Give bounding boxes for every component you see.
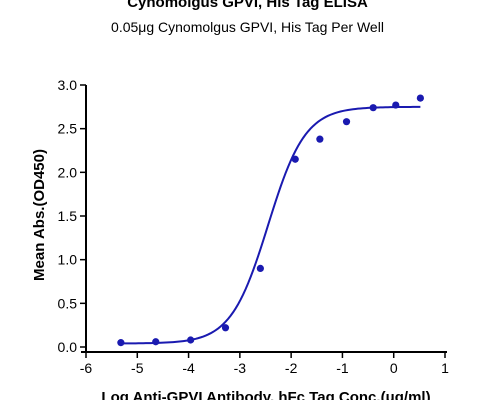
- data-point: [152, 338, 160, 346]
- data-point: [392, 101, 400, 109]
- data-point: [117, 339, 125, 347]
- x-tick-label: -5: [131, 360, 144, 376]
- y-tick-label: 3.0: [58, 77, 78, 93]
- x-tick-label: 0: [390, 360, 398, 376]
- y-tick-label: 1.0: [58, 252, 78, 268]
- data-point: [369, 104, 377, 112]
- fit-curve: [120, 105, 421, 345]
- data-point: [342, 118, 351, 126]
- x-tick-label: -6: [80, 360, 93, 376]
- x-axis-title: Log Anti-GPVI Antibody, hFc Tag Conc.(μg…: [101, 389, 430, 400]
- data-point: [291, 155, 299, 163]
- x-tick-label: 1: [441, 360, 449, 376]
- y-tick-label: 0.0: [58, 339, 78, 355]
- chart-subtitle: 0.05μg Cynomolgus GPVI, His Tag Per Well: [111, 19, 384, 35]
- x-tick-label: -1: [336, 360, 349, 376]
- chart-title: Cynomolgus GPVI, His Tag ELISA: [127, 0, 368, 11]
- y-tick-label: 2.0: [58, 164, 78, 180]
- data-points: [117, 94, 424, 347]
- y-tick-label: 1.5: [58, 208, 78, 224]
- data-point: [316, 135, 324, 143]
- data-point: [256, 264, 264, 272]
- data-point: [221, 324, 230, 332]
- x-tick-label: -4: [182, 360, 195, 376]
- y-tick-label: 0.5: [58, 295, 78, 311]
- x-tick-label: -3: [234, 360, 247, 376]
- data-point: [187, 336, 195, 344]
- data-point: [416, 94, 424, 102]
- chart-axes: 0.0 0.5 1.0 1.5 2.0 2.5 3.0 -6 -5 -4 -3 -2 -1 0 1: [58, 77, 450, 376]
- y-tick-label: 2.5: [58, 121, 78, 137]
- x-tick-label: -2: [285, 360, 298, 376]
- y-axis-title: Mean Abs.(OD450): [31, 149, 48, 281]
